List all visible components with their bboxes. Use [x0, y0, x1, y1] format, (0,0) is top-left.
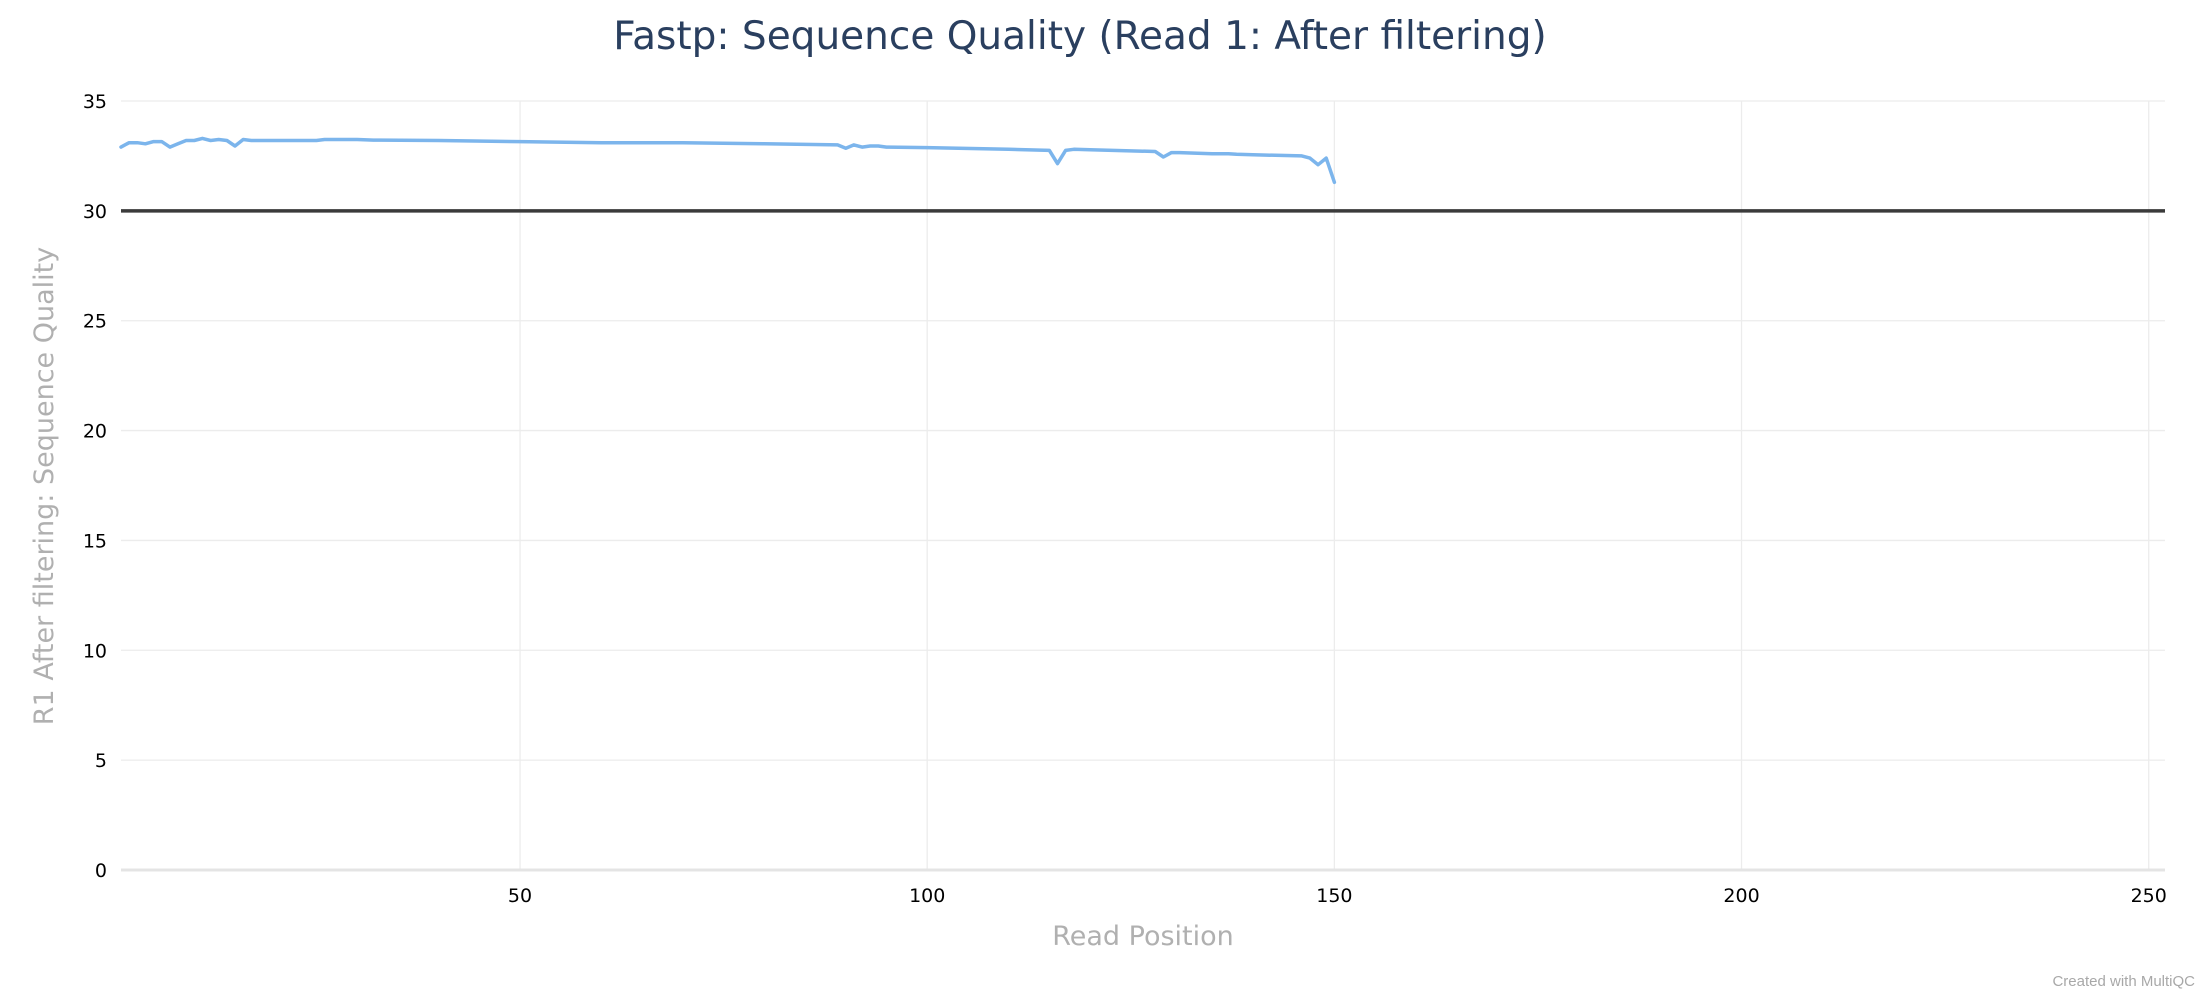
- x-tick-label-250: 250: [2131, 885, 2167, 907]
- series-line-1[interactable]: [119, 136, 1337, 185]
- x-axis-title: Read Position: [1052, 921, 1234, 952]
- y-tick-label-25: 25: [83, 311, 107, 333]
- axes: [121, 209, 2165, 872]
- tick-labels: 0 5 10 15 20 25 30 35 50 100 150 200 250: [83, 91, 2167, 907]
- plot-area[interactable]: [119, 136, 1337, 185]
- y-tick-label-10: 10: [83, 640, 107, 662]
- multiqc-credit[interactable]: Created with MultiQC: [2052, 973, 2195, 990]
- y-tick-label-0: 0: [95, 860, 107, 882]
- y-axis-title: R1 After filtering: Sequence Quality: [29, 247, 60, 725]
- y-tick-label-5: 5: [95, 750, 107, 772]
- x-tick-label-150: 150: [1316, 885, 1352, 907]
- x-tick-label-200: 200: [1723, 885, 1759, 907]
- y-tick-label-20: 20: [83, 421, 107, 443]
- y-tick-label-35: 35: [83, 91, 107, 113]
- y-tick-label-15: 15: [83, 530, 107, 552]
- x-tick-label-50: 50: [508, 885, 532, 907]
- x-tick-label-100: 100: [909, 885, 945, 907]
- grid: [121, 100, 2165, 870]
- chart-title: Fastp: Sequence Quality (Read 1: After f…: [613, 14, 1546, 59]
- y-tick-label-30: 30: [83, 201, 107, 223]
